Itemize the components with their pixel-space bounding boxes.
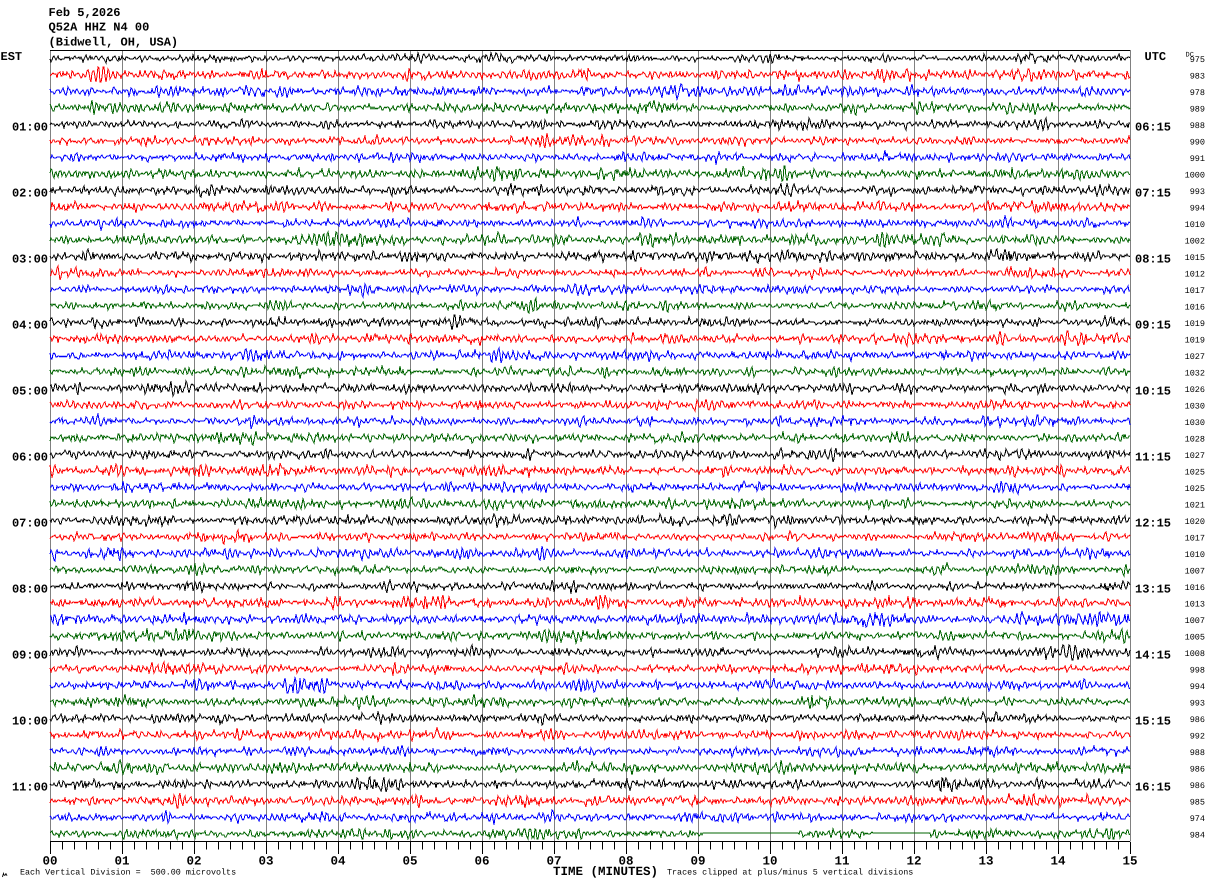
svg-text:11: 11: [834, 855, 849, 869]
svg-text:986: 986: [1190, 781, 1205, 791]
svg-text:994: 994: [1190, 204, 1205, 214]
svg-text:09:00: 09:00: [12, 649, 48, 663]
svg-text:09: 09: [690, 855, 705, 869]
svg-text:00: 00: [42, 855, 57, 869]
svg-text:(Bidwell, OH, USA): (Bidwell, OH, USA): [49, 36, 179, 50]
svg-text:1007: 1007: [1185, 567, 1205, 577]
svg-text:12: 12: [906, 855, 921, 869]
svg-text:1008: 1008: [1185, 649, 1205, 659]
svg-text:986: 986: [1190, 715, 1205, 725]
svg-text:UTC: UTC: [1145, 50, 1167, 64]
svg-text:992: 992: [1190, 732, 1205, 742]
svg-text:1030: 1030: [1185, 418, 1205, 428]
svg-text:1010: 1010: [1185, 550, 1205, 560]
svg-text:993: 993: [1190, 699, 1205, 709]
svg-text:Q52A HHZ N4 00: Q52A HHZ N4 00: [49, 21, 150, 35]
svg-text:Each Vertical Division = 500.: Each Vertical Division = 500.00 microvol…: [20, 868, 236, 878]
svg-text:13:15: 13:15: [1135, 583, 1171, 597]
svg-text:09:15: 09:15: [1135, 318, 1171, 332]
svg-text:06:00: 06:00: [12, 450, 48, 464]
svg-text:07:15: 07:15: [1135, 186, 1171, 200]
svg-text:1005: 1005: [1185, 633, 1205, 643]
svg-text:984: 984: [1190, 831, 1205, 841]
svg-text:983: 983: [1190, 72, 1205, 82]
svg-text:1027: 1027: [1185, 451, 1205, 461]
svg-text:1012: 1012: [1185, 270, 1205, 280]
svg-text:16:15: 16:15: [1135, 781, 1171, 795]
svg-text:1025: 1025: [1185, 484, 1205, 494]
svg-text:08:15: 08:15: [1135, 252, 1171, 266]
svg-text:978: 978: [1190, 88, 1205, 98]
svg-text:07:00: 07:00: [12, 517, 48, 531]
svg-text:05: 05: [402, 855, 417, 869]
svg-text:986: 986: [1190, 765, 1205, 775]
svg-text:13: 13: [978, 855, 993, 869]
svg-text:14:15: 14:15: [1135, 649, 1171, 663]
svg-text:1028: 1028: [1185, 435, 1205, 445]
svg-text:1021: 1021: [1185, 501, 1205, 511]
svg-text:10:00: 10:00: [12, 715, 48, 729]
svg-text:01:00: 01:00: [12, 120, 48, 134]
svg-text:1002: 1002: [1185, 237, 1205, 247]
svg-text:11:00: 11:00: [12, 781, 48, 795]
svg-text:15: 15: [1122, 855, 1137, 869]
svg-text:03: 03: [258, 855, 273, 869]
svg-text:02: 02: [186, 855, 201, 869]
svg-text:1015: 1015: [1185, 253, 1205, 263]
svg-text:974: 974: [1190, 814, 1205, 824]
svg-text:08: 08: [618, 855, 633, 869]
svg-text:14: 14: [1050, 855, 1066, 869]
svg-text:03:00: 03:00: [12, 252, 48, 266]
svg-text:998: 998: [1190, 666, 1205, 676]
svg-text:06: 06: [474, 855, 489, 869]
svg-text:07: 07: [546, 855, 561, 869]
svg-text:1013: 1013: [1185, 600, 1205, 610]
svg-text:994: 994: [1190, 682, 1205, 692]
svg-text:15:15: 15:15: [1135, 715, 1171, 729]
svg-text:1000: 1000: [1185, 171, 1205, 181]
svg-text:06:15: 06:15: [1135, 120, 1171, 134]
svg-text:988: 988: [1190, 121, 1205, 131]
svg-text:11:15: 11:15: [1135, 450, 1171, 464]
svg-text:1016: 1016: [1185, 303, 1205, 313]
svg-text:Feb 5,2026: Feb 5,2026: [49, 6, 121, 20]
svg-text:EST: EST: [1, 50, 23, 64]
svg-text:975: 975: [1190, 55, 1205, 65]
svg-text:990: 990: [1190, 138, 1205, 148]
svg-text:1027: 1027: [1185, 352, 1205, 362]
svg-text:1017: 1017: [1185, 534, 1205, 544]
svg-text:991: 991: [1190, 154, 1205, 164]
svg-text:1017: 1017: [1185, 286, 1205, 296]
svg-text:985: 985: [1190, 798, 1205, 808]
svg-text:1019: 1019: [1185, 319, 1205, 329]
svg-text:1025: 1025: [1185, 468, 1205, 478]
svg-text:Traces clipped at plus/minus 5: Traces clipped at plus/minus 5 vertical …: [667, 868, 913, 878]
svg-text:989: 989: [1190, 105, 1205, 115]
svg-text:12:15: 12:15: [1135, 517, 1171, 531]
svg-text:1007: 1007: [1185, 616, 1205, 626]
svg-text:1020: 1020: [1185, 517, 1205, 527]
svg-text:02:00: 02:00: [12, 186, 48, 200]
svg-text:04:00: 04:00: [12, 318, 48, 332]
svg-text:TIME (MINUTES): TIME (MINUTES): [553, 865, 658, 879]
svg-text:05:00: 05:00: [12, 384, 48, 398]
svg-text:1026: 1026: [1185, 385, 1205, 395]
svg-text:1016: 1016: [1185, 583, 1205, 593]
svg-text:1032: 1032: [1185, 369, 1205, 379]
svg-text:1010: 1010: [1185, 220, 1205, 230]
svg-text:01: 01: [114, 855, 129, 869]
svg-text:08:00: 08:00: [12, 583, 48, 597]
svg-text:04: 04: [330, 855, 346, 869]
svg-text:1030: 1030: [1185, 402, 1205, 412]
svg-text:DC: DC: [1186, 52, 1194, 60]
svg-text:10:15: 10:15: [1135, 384, 1171, 398]
svg-text:993: 993: [1190, 187, 1205, 197]
svg-text:1019: 1019: [1185, 336, 1205, 346]
svg-text:10: 10: [762, 855, 777, 869]
svg-text:988: 988: [1190, 748, 1205, 758]
